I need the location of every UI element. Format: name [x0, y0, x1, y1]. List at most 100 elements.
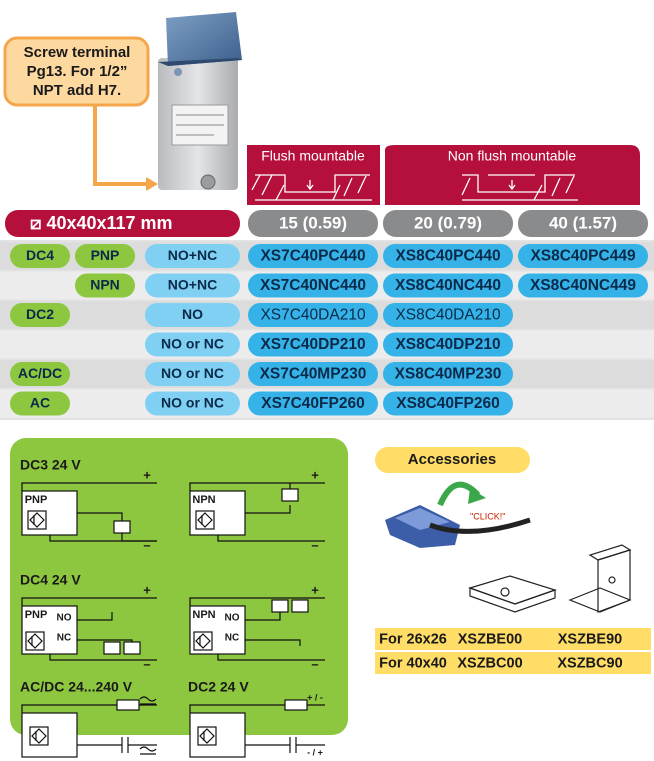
- flush-label: Flush mountable: [261, 148, 365, 164]
- row-label: DC2: [26, 306, 54, 322]
- cell-pill: [10, 244, 70, 268]
- distance-label: 20 (0.79): [414, 213, 482, 232]
- product-code: XS8C40NC449: [530, 277, 636, 294]
- wiring-panel: [10, 438, 348, 735]
- sensor-type: PNP: [25, 494, 48, 506]
- terminal-label: NO: [225, 613, 240, 624]
- wire: [217, 654, 325, 661]
- row-label: NO or NC: [161, 395, 224, 411]
- terminal-label: NO: [57, 613, 72, 624]
- polarity-sign: –: [143, 656, 150, 671]
- accessory-size: For 40x40: [379, 655, 447, 671]
- wire: [31, 728, 47, 744]
- product-code: XS8C40FP260: [396, 395, 499, 412]
- row-label: NO+NC: [168, 247, 217, 263]
- distance-pill: [518, 210, 648, 237]
- cell-pill: [518, 244, 648, 268]
- wire: [27, 633, 43, 649]
- distance-pill: [248, 210, 378, 237]
- polarity-sign: +: [143, 467, 151, 482]
- sensor-symbol: [27, 510, 47, 530]
- wire: [49, 654, 157, 661]
- diagram-title: DC2 24 V: [188, 679, 249, 695]
- terminal-label: NC: [225, 633, 239, 644]
- product-code: XS7C40PC440: [260, 248, 365, 265]
- size-pill: [5, 210, 240, 237]
- terminal-label: NC: [57, 633, 71, 644]
- product-code: XS8C40PC440: [395, 248, 500, 265]
- row-label: NO or NC: [161, 336, 224, 352]
- product-code: XS8C40PC449: [530, 248, 636, 265]
- cell-pill: [75, 244, 135, 268]
- sensor-symbol: [193, 631, 213, 651]
- row-label: PNP: [91, 247, 120, 263]
- diagram-title: AC/DC 24...240 V: [20, 679, 133, 695]
- cell-pill: [383, 273, 513, 298]
- accessory-image: [385, 481, 632, 613]
- wire: [189, 704, 325, 713]
- row-label: NO: [182, 306, 203, 322]
- row-label: NO or NC: [161, 365, 224, 381]
- click-label: "CLICK!": [470, 511, 505, 521]
- product-code: XS8C40DA210: [395, 307, 501, 324]
- cell-pill: [145, 273, 240, 298]
- wire: [197, 512, 213, 528]
- product-code: XS7C40MP230: [260, 366, 367, 383]
- cell-pill: [248, 391, 378, 416]
- accessory-code: XSZBC90: [557, 655, 622, 671]
- accessories-pill: [375, 447, 530, 473]
- wire: [77, 512, 123, 521]
- wire: [189, 597, 325, 606]
- wire: [199, 728, 215, 744]
- load: [113, 520, 131, 534]
- cell-pill: [248, 332, 378, 357]
- load: [103, 641, 121, 655]
- cell-pill: [145, 332, 240, 357]
- cell-pill: [248, 303, 378, 327]
- load: [281, 488, 299, 502]
- cell-pill: [248, 244, 378, 268]
- diagram-title: DC3 24 V: [20, 457, 81, 473]
- callout-line: Pg13. For 1/2”: [27, 63, 128, 80]
- wire: [21, 597, 157, 606]
- non-flush-label: Non flush mountable: [448, 148, 577, 164]
- polarity-sign: –: [311, 656, 318, 671]
- accessory-code: XSZBC00: [457, 655, 522, 671]
- product-code: XS7C40DA210: [260, 307, 366, 324]
- cell-pill: [248, 362, 378, 386]
- sensor-type: NPN: [192, 494, 215, 506]
- load: [116, 699, 140, 711]
- polarity-sign: +: [311, 582, 319, 597]
- wire: [189, 482, 325, 491]
- cell-pill: [518, 273, 648, 298]
- polarity-sign: +: [143, 582, 151, 597]
- sensor-type: NPN: [192, 609, 215, 621]
- accessories-title: Accessories: [408, 451, 496, 468]
- wire: [21, 704, 157, 713]
- cell-pill: [10, 362, 70, 386]
- row-label: AC: [30, 395, 50, 411]
- load: [271, 599, 289, 613]
- product-code: XS7C40DP210: [260, 336, 365, 353]
- wire: [77, 612, 113, 621]
- accessory-code: XSZBE90: [558, 631, 622, 647]
- wire: [245, 612, 281, 621]
- wire: [49, 535, 157, 542]
- wire: [245, 639, 301, 646]
- distance-label: 40 (1.57): [549, 213, 617, 232]
- cell-pill: [10, 391, 70, 416]
- wire: [195, 633, 211, 649]
- callout-arrow: [93, 105, 148, 186]
- load: [291, 599, 309, 613]
- product-code: XS8C40MP230: [395, 366, 502, 383]
- sensor-image: [158, 12, 242, 190]
- flush-drawing: [251, 174, 372, 201]
- cell-pill: [248, 273, 378, 298]
- sensor-symbol: [195, 510, 215, 530]
- wire: [77, 737, 157, 753]
- callout-line: Screw terminal: [24, 44, 131, 61]
- accessory-cell: [529, 652, 651, 674]
- distance-label: 15 (0.59): [279, 213, 347, 232]
- accessory-cell: [450, 628, 530, 650]
